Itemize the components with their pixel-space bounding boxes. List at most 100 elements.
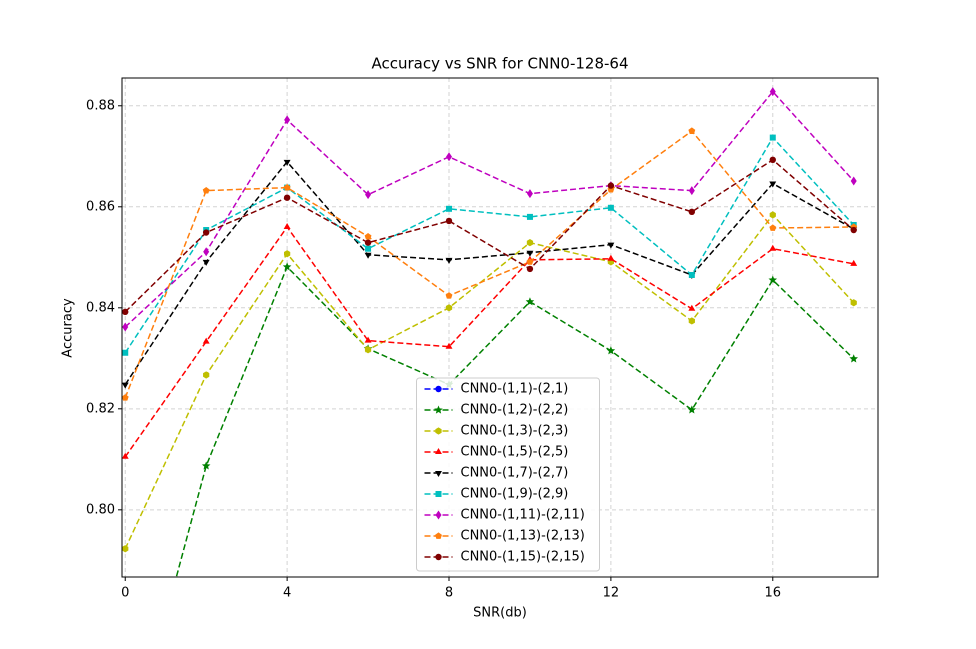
- marker: [769, 134, 776, 141]
- marker: [284, 115, 291, 125]
- marker: [445, 217, 453, 225]
- marker: [849, 354, 858, 363]
- marker: [435, 491, 442, 497]
- marker: [122, 394, 129, 401]
- marker: [769, 224, 777, 231]
- marker: [687, 405, 697, 414]
- marker: [526, 250, 534, 257]
- marker: [435, 510, 442, 520]
- series-line: [124, 130, 854, 398]
- x-tick-label: 8: [445, 586, 453, 601]
- marker: [607, 242, 615, 249]
- series-line: [124, 136, 855, 354]
- marker: [435, 385, 442, 393]
- marker: [526, 265, 534, 273]
- legend-label: CNN0-(1,9)-(2,9): [461, 487, 569, 502]
- marker: [607, 254, 615, 261]
- marker: [445, 292, 453, 299]
- marker: [850, 226, 857, 234]
- y-axis-label: Accuracy: [61, 298, 76, 358]
- y-tick-label: 0.84: [86, 300, 115, 315]
- marker: [445, 257, 453, 264]
- series-line: [124, 90, 855, 328]
- marker: [850, 259, 858, 266]
- marker: [445, 342, 453, 349]
- y-tick-label: 0.82: [86, 401, 115, 416]
- marker: [283, 159, 291, 166]
- marker: [364, 346, 372, 354]
- marker: [364, 252, 372, 259]
- marker: [435, 448, 442, 454]
- marker: [769, 87, 776, 97]
- y-tick-label: 0.86: [86, 199, 115, 214]
- marker: [688, 304, 696, 311]
- x-axis-label: SNR(db): [473, 606, 527, 621]
- plot-frame: [121, 77, 879, 578]
- series-line: [124, 213, 855, 550]
- marker: [122, 322, 129, 332]
- marker: [688, 186, 695, 196]
- y-tick-label: 0.80: [86, 502, 115, 517]
- marker: [768, 275, 778, 284]
- marker: [122, 382, 129, 389]
- marker: [769, 244, 777, 251]
- x-tick-label: 0: [121, 586, 129, 601]
- marker: [122, 545, 129, 553]
- marker: [283, 222, 291, 229]
- plot-area: [122, 87, 858, 577]
- y-tick-label: 0.88: [86, 98, 115, 113]
- marker: [526, 213, 533, 220]
- marker: [203, 371, 210, 379]
- chart-title: Accuracy vs SNR for CNN0-128-64: [371, 55, 628, 73]
- marker: [769, 156, 776, 164]
- legend-label: CNN0-(1,3)-(2,3): [461, 424, 569, 439]
- marker: [688, 208, 696, 216]
- marker: [202, 337, 210, 344]
- marker: [435, 532, 442, 539]
- marker: [364, 336, 372, 343]
- marker: [435, 553, 442, 561]
- legend-box: [416, 377, 600, 572]
- marker: [607, 204, 614, 211]
- series-line: [175, 265, 855, 577]
- marker: [202, 259, 210, 266]
- marker: [122, 349, 129, 356]
- marker: [769, 181, 777, 188]
- legend-label: CNN0-(1,15)-(2,15): [461, 550, 585, 565]
- legend-label: CNN0-(1,5)-(2,5): [461, 445, 569, 460]
- x-tick-label: 4: [283, 586, 291, 601]
- marker: [446, 152, 453, 162]
- legend-label: CNN0-(1,11)-(2,11): [461, 508, 585, 523]
- x-tick-label: 12: [603, 586, 620, 601]
- marker: [435, 471, 442, 477]
- marker: [365, 190, 372, 200]
- marker: [526, 239, 534, 247]
- marker: [201, 461, 211, 470]
- legend-label: CNN0-(1,2)-(2,2): [461, 403, 569, 418]
- marker: [202, 229, 210, 236]
- marker: [606, 346, 616, 355]
- marker: [688, 317, 695, 325]
- marker: [283, 194, 291, 201]
- marker: [122, 452, 129, 459]
- marker: [122, 308, 129, 316]
- marker: [203, 247, 210, 257]
- marker: [850, 176, 857, 186]
- marker: [202, 187, 210, 194]
- legend: CNN0-(1,1)-(2,1) CNN0-(1,2)-(2,2) CNN0-(1,…: [416, 377, 600, 572]
- series-line: [124, 158, 855, 313]
- marker: [364, 239, 372, 246]
- marker: [850, 299, 857, 307]
- marker: [434, 405, 443, 414]
- marker: [284, 250, 291, 258]
- axes: 0 4 8 12 16 0.80 0.82 0.84 0.86 0.88: [86, 98, 781, 600]
- marker: [445, 304, 453, 312]
- x-tick-label: 16: [765, 586, 782, 601]
- marker: [526, 258, 534, 265]
- marker: [525, 297, 535, 306]
- marker: [435, 427, 442, 435]
- marker: [526, 189, 533, 199]
- legend-label: CNN0-(1,7)-(2,7): [461, 466, 569, 481]
- series-line: [124, 160, 855, 385]
